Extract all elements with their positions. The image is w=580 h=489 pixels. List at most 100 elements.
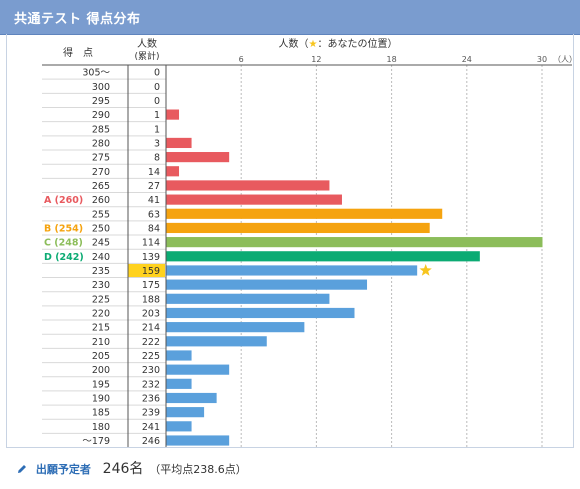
bar <box>166 137 192 149</box>
cumulative-count: 84 <box>148 223 160 234</box>
grade-label: A (260) <box>44 195 83 206</box>
bar <box>166 180 330 191</box>
bar <box>166 307 355 319</box>
score-label: 265 <box>92 181 110 192</box>
x-axis-title-suffix: ：あなたの位置） <box>317 37 397 50</box>
bar <box>166 194 342 205</box>
cumulative-count: 8 <box>154 153 160 164</box>
cumulative-count: 236 <box>142 393 160 404</box>
score-label: 270 <box>92 167 110 178</box>
bar <box>166 222 430 234</box>
score-label: 185 <box>92 408 110 419</box>
grade-label: D (242) <box>44 252 84 263</box>
bar <box>166 435 230 446</box>
cumulative-count: 41 <box>148 195 160 206</box>
score-label: 205 <box>92 351 110 362</box>
cumulative-count: 139 <box>142 252 160 263</box>
x-tick-label: 24 <box>462 55 472 64</box>
cumulative-count: 114 <box>142 238 160 249</box>
bar <box>166 364 230 375</box>
applicant-count: 246名 <box>102 461 144 477</box>
bar <box>166 265 418 276</box>
score-label: 275 <box>92 153 110 164</box>
bar <box>166 109 180 120</box>
cumulative-count: 159 <box>142 266 160 277</box>
bar <box>166 421 192 432</box>
bar <box>166 152 230 163</box>
cumulative-count: 188 <box>142 294 160 305</box>
x-axis-title-prefix: 人数（ <box>279 37 309 50</box>
score-label: 225 <box>92 294 110 305</box>
cumulative-count: 1 <box>154 124 160 135</box>
bar <box>166 251 480 262</box>
score-label: 305～ <box>82 68 110 79</box>
bar <box>166 208 443 219</box>
cumulative-count: 0 <box>154 68 160 79</box>
score-label: 230 <box>92 280 110 291</box>
cumulative-count: 241 <box>142 422 160 433</box>
cumulative-count: 203 <box>142 308 160 319</box>
x-tick-label: 18 <box>387 55 397 64</box>
bar <box>166 237 543 248</box>
bar <box>166 336 267 347</box>
score-label: 195 <box>92 379 110 390</box>
your-position-highlight <box>128 263 165 278</box>
score-label: 190 <box>92 393 110 404</box>
cumulative-count: 0 <box>154 96 160 107</box>
cumulative-count: 14 <box>148 167 160 178</box>
x-axis-title: 人数（★：あなたの位置） <box>279 37 398 50</box>
cumulative-count: 239 <box>142 408 160 419</box>
your-position-star-icon <box>419 264 432 276</box>
score-distribution-chart: 得 点人数(累計)人数（★：あなたの位置）6 12 18 24 30 （人）305～ 030… <box>42 37 577 448</box>
x-unit-label: （人） <box>553 55 577 64</box>
score-label: 260 <box>92 195 110 206</box>
bar <box>166 378 192 389</box>
cumulative-count: 222 <box>142 337 160 348</box>
chart-header: 共通テスト 得点分布 <box>0 0 580 35</box>
cumulative-count: 0 <box>154 82 160 93</box>
score-label: ～179 <box>82 436 110 447</box>
score-label: 245 <box>92 238 110 249</box>
bar <box>166 407 205 418</box>
score-label: 300 <box>92 82 110 93</box>
cumulative-count: 246 <box>142 436 160 447</box>
pencil-icon <box>18 465 26 473</box>
score-label: 255 <box>92 209 110 220</box>
score-label: 295 <box>92 96 110 107</box>
cumulative-count: 27 <box>148 181 160 192</box>
bar <box>166 166 180 177</box>
bar <box>166 392 217 404</box>
grade-label: B (254) <box>44 223 83 234</box>
score-label: 215 <box>92 323 110 334</box>
score-label: 240 <box>92 252 110 263</box>
cumulative-count: 63 <box>148 209 160 220</box>
score-label: 285 <box>92 124 110 135</box>
cumulative-count: 1 <box>154 110 160 121</box>
cumulative-count: 3 <box>154 138 160 149</box>
x-tick-label: 30 <box>537 55 547 64</box>
score-label: 180 <box>92 422 110 433</box>
score-label: 235 <box>92 266 110 277</box>
score-label: 290 <box>92 110 110 121</box>
chart-title: 共通テスト 得点分布 <box>14 12 141 27</box>
bar <box>166 279 368 290</box>
score-label: 250 <box>92 223 110 234</box>
header-score: 得 点 <box>63 47 93 59</box>
bar <box>166 350 192 361</box>
header-count-line2: (累計) <box>134 50 159 62</box>
bar <box>166 293 330 304</box>
grade-label: C (248) <box>44 238 83 249</box>
cumulative-count: 214 <box>142 323 160 334</box>
score-label: 210 <box>92 337 110 348</box>
footer: 出願予定者 246名 （平均点238.6点） <box>16 458 247 478</box>
x-tick-label: 6 <box>239 55 244 64</box>
x-tick-label: 12 <box>311 55 321 64</box>
cumulative-count: 175 <box>142 280 160 291</box>
cumulative-count: 230 <box>142 365 160 376</box>
star-icon: ★ <box>309 39 318 50</box>
cumulative-count: 225 <box>142 351 160 362</box>
header-count-line1: 人数 <box>137 37 157 50</box>
score-label: 200 <box>92 365 110 376</box>
average-score: （平均点238.6点） <box>149 463 247 476</box>
score-label: 220 <box>92 308 110 319</box>
